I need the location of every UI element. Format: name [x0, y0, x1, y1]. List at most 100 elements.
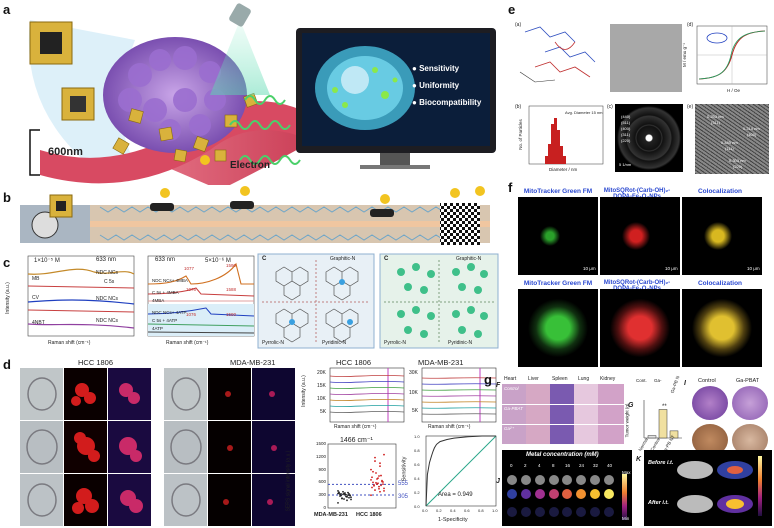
scatter-point	[338, 491, 340, 494]
bar-ylabel: Tumor weight (g)	[624, 403, 630, 438]
monitor-item-uniformity: ● Uniformity	[412, 81, 460, 90]
scatter-point	[374, 460, 376, 462]
right-trace-3: NDC NCs+ 4ATP	[152, 310, 187, 315]
he-row-0: Control	[504, 386, 519, 391]
roc-xtick: 0.2	[436, 508, 442, 513]
tumor-bar-chart	[643, 400, 682, 439]
f-title-0: MitoTracker Green FM	[523, 188, 593, 195]
struct-left-3: Pyridinic-N	[322, 340, 347, 346]
scatter-point	[343, 498, 345, 500]
peak-label-0: 1077	[184, 266, 195, 271]
scatter-point	[348, 496, 350, 499]
monitor-list: ● Sensitivity ● Uniformity ● Biocompatib…	[412, 60, 481, 111]
scatter-point	[350, 498, 352, 501]
monitor-illustration	[296, 28, 496, 169]
scatter-point	[377, 477, 379, 480]
organ-4: Kidney	[600, 376, 616, 382]
spec-left-title: HCC 1806	[336, 358, 372, 367]
struct-left-0: C	[262, 256, 267, 262]
organ-0: Heart	[504, 376, 517, 382]
hist-ylabel: No. of Particles	[517, 119, 523, 150]
scatter-point	[371, 486, 373, 489]
scatter-point	[337, 492, 339, 495]
spec-rytick-0: 30K	[409, 370, 418, 376]
f-scale-1: 10 μm	[665, 266, 678, 271]
xrd-label-2: (400)	[621, 126, 631, 131]
mag-xlabel: H / Oe	[727, 88, 741, 93]
peak-label-4: 1076	[186, 312, 197, 317]
roc-ytick: 0.2	[414, 490, 420, 495]
xrd-label-4: (220)	[621, 138, 631, 143]
scatter-point	[349, 494, 351, 497]
scatter-plot	[327, 443, 397, 509]
hrtem-image	[695, 104, 769, 174]
f-img-green-2	[518, 289, 598, 367]
scatter-point	[372, 481, 374, 484]
scatter-point	[380, 484, 382, 487]
sub-K: K	[636, 456, 642, 463]
scatter-point	[383, 490, 385, 492]
peak-label-3: 1588	[226, 287, 237, 292]
left-trace-0: MB	[32, 276, 40, 282]
scatter-ytick: 300	[318, 492, 326, 498]
cell-images-right	[164, 368, 296, 526]
spec-rytick-2: 5K	[412, 408, 419, 414]
peak-label-1: 1590	[226, 263, 237, 268]
scatter-ytick: 1500	[315, 441, 326, 446]
left-trace-4: NDC NCs	[96, 296, 118, 302]
scatter-ytick: 900	[318, 466, 326, 472]
raman-left-plot	[27, 255, 135, 337]
roc-ytick: 0.6	[414, 462, 420, 467]
roc-curve	[425, 435, 496, 507]
f-img-coloc-1	[682, 197, 762, 275]
f-scale-2: 10 μm	[747, 266, 760, 271]
conc-left: 1×10⁻⁵ M	[34, 258, 60, 264]
struct-left-1: Graphitic-N	[330, 256, 356, 262]
spec-right-title: MDA-MB-231	[418, 358, 464, 367]
left-trace-6: NDC NCs	[96, 318, 118, 324]
panel-a-illustration	[28, 3, 496, 185]
organ-3: Lung	[578, 376, 590, 382]
he-grid	[502, 384, 624, 444]
scatter-xlabel-left: MDA-MB-231	[314, 512, 348, 518]
scatter-point	[375, 481, 377, 484]
raman-right-xlabel: Raman shift (cm⁻¹)	[166, 340, 209, 346]
scatter-point	[379, 462, 381, 465]
scatter-point	[370, 494, 372, 497]
f-scale-0: 10 μm	[583, 266, 596, 271]
f-title-2: Colocalization	[697, 188, 743, 195]
scatter-point	[375, 472, 377, 474]
right-trace-1: C 5s + 4MBA	[152, 290, 179, 295]
sub-label-c: (c)	[607, 104, 613, 110]
scatter-point	[341, 497, 343, 500]
spec-ytick-2: 10K	[317, 396, 326, 402]
roc-plot	[425, 435, 497, 507]
right-trace-0: NDC NCs+ 4MBA	[152, 278, 188, 283]
struct-right-1: Graphitic-N	[456, 256, 482, 262]
scatter-point	[370, 478, 372, 481]
right-trace-4: C 5s + 4ATP	[152, 318, 178, 323]
panel-label-c: c	[3, 255, 11, 270]
panel-label-d: d	[3, 357, 11, 372]
roc-xtick: 0.8	[478, 508, 484, 513]
f-img-red-1	[600, 197, 680, 275]
ihc-img-1	[732, 386, 768, 420]
raman-left-ylabel: Intensity (a.u.)	[4, 282, 11, 314]
laser-right: 633 nm	[155, 257, 176, 263]
panel-label-f: f	[508, 180, 513, 195]
struct-right-2: Pyrrolic-N	[384, 340, 406, 346]
scatter-point	[380, 474, 382, 477]
scatter-xlabel-right: HCC 1806	[356, 512, 382, 518]
metal-val-6: 32	[593, 463, 599, 468]
sub-label-a: (a)	[515, 22, 522, 28]
scatter-point	[340, 493, 342, 495]
roc-xtick: 0.0	[422, 508, 428, 513]
after-label: After i.t.	[648, 500, 669, 506]
monitor-item-sensitivity: ● Sensitivity	[412, 64, 460, 73]
left-trace-2: C 5s	[104, 279, 115, 285]
sub-label-e: (e)	[687, 104, 694, 110]
size-histogram	[528, 105, 604, 165]
ihc-img-0	[692, 386, 728, 420]
hist-legend: Avg. Diameter 15 nm	[565, 110, 603, 115]
xrd-label-3: (311)	[621, 132, 631, 137]
